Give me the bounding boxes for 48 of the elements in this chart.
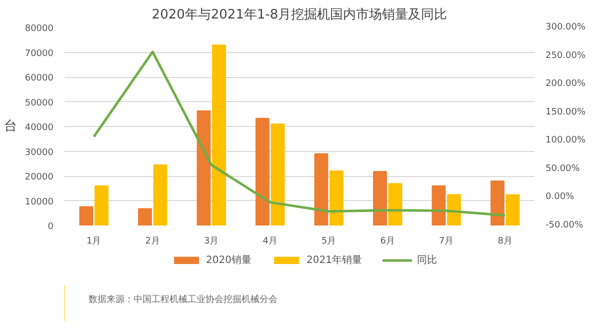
bar <box>432 185 446 226</box>
x-tick-label: 7月 <box>439 236 454 246</box>
y2-tick-label: 200.00% <box>546 79 586 90</box>
y2-tick-label: 0.00% <box>546 192 575 202</box>
bar <box>79 206 94 226</box>
bar <box>388 183 402 226</box>
bar <box>153 164 168 226</box>
y2-tick-label: 100.00% <box>546 136 586 146</box>
legend-label: 2021年销量 <box>306 254 362 267</box>
legend-label: 同比 <box>416 254 437 267</box>
x-tick-label: 5月 <box>322 236 336 246</box>
y-tick-label: 80000 <box>24 24 54 34</box>
bar <box>330 170 344 226</box>
bar <box>506 194 520 226</box>
bar <box>447 194 461 226</box>
x-tick-label: 6月 <box>380 236 395 246</box>
bar <box>373 171 387 226</box>
x-tick-label: 1月 <box>86 236 102 246</box>
y2-tick-label: 50.00% <box>546 164 580 174</box>
bar <box>138 208 152 226</box>
bar <box>256 118 270 226</box>
y-tick-label: 20000 <box>24 172 54 182</box>
y-tick-label: 0 <box>48 222 54 232</box>
x-tick-label: 3月 <box>204 236 219 246</box>
chart-title: 2020年与2021年1-8月挖掘机国内市场销量及同比 <box>152 8 448 22</box>
x-tick-label: 4月 <box>262 236 278 246</box>
y-tick-label: 30000 <box>24 148 54 158</box>
bar <box>490 180 504 226</box>
bar <box>94 185 108 226</box>
y2-tick-label: 150.00% <box>546 107 586 118</box>
bar <box>314 153 328 226</box>
bar <box>212 44 226 226</box>
y-tick-label: 70000 <box>24 48 54 59</box>
source-note: 数据来源：中国工程机械工业协会挖掘机械分会 <box>88 294 278 305</box>
line-series <box>92 50 506 217</box>
x-tick-label: 2月 <box>145 236 160 246</box>
x-tick-label: 8月 <box>498 236 512 246</box>
bar <box>196 110 211 226</box>
bar <box>270 124 285 226</box>
y2-tick-label: 300.00% <box>546 22 586 32</box>
y-axis-title: 台 <box>4 119 17 134</box>
y-tick-label: 10000 <box>24 197 54 208</box>
y-tick-label: 50000 <box>24 98 54 108</box>
y2-tick-label: 250.00% <box>546 50 586 61</box>
y-tick-label: 60000 <box>24 74 54 84</box>
legend-label: 2020销量 <box>206 254 252 267</box>
y2-tick-label: -50.00% <box>546 220 584 230</box>
y-tick-label: 40000 <box>24 123 54 133</box>
